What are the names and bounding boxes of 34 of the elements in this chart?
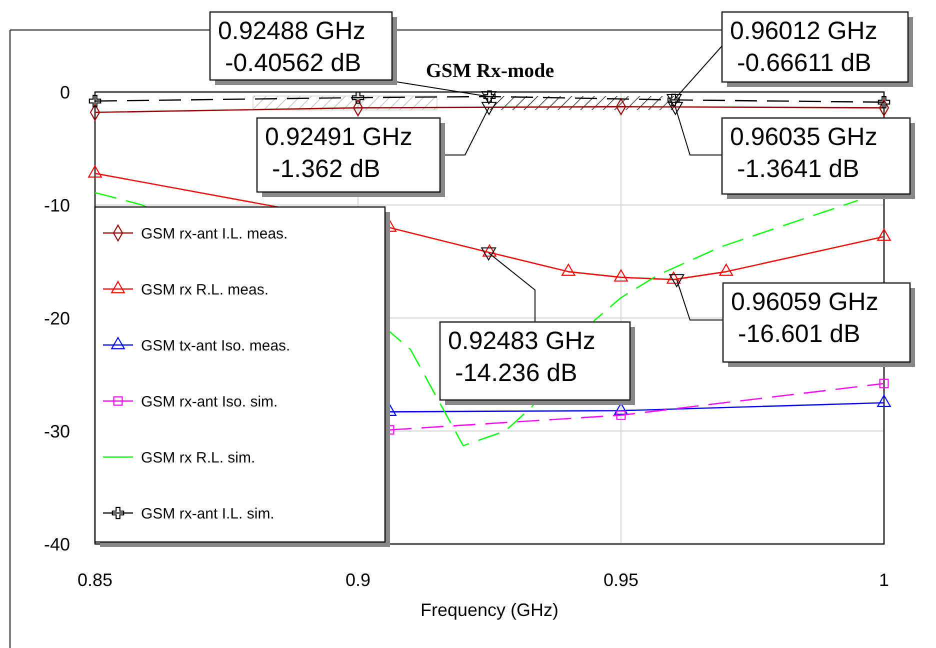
y-tick-label: -10 bbox=[44, 195, 70, 216]
x-tick-label: 1 bbox=[878, 570, 890, 590]
annotation: 0.96059 GHz -16.601 dB bbox=[731, 288, 878, 348]
legend-label: GSM rx-ant Iso. sim. bbox=[141, 393, 278, 410]
y-tick-label: -30 bbox=[44, 421, 70, 442]
annotation: 0.96012 GHz -0.66611 dB bbox=[730, 17, 878, 77]
x-tick-label: 0.85 bbox=[77, 570, 113, 590]
x-tick-label: 0.95 bbox=[603, 570, 639, 590]
y-tick-label: 0 bbox=[60, 82, 70, 102]
point bbox=[482, 244, 496, 257]
y-tick-label: -40 bbox=[44, 534, 70, 554]
point bbox=[877, 228, 891, 241]
annotation: 0.92488 GHz -0.40562 dB bbox=[218, 17, 366, 77]
y-tick-label: -20 bbox=[44, 308, 70, 328]
point bbox=[88, 94, 102, 108]
legend-label: GSM rx R.L. sim. bbox=[141, 449, 256, 466]
annotation: 0.92491 GHz -1.362 dB bbox=[265, 123, 412, 183]
point bbox=[352, 91, 364, 104]
point bbox=[878, 96, 890, 108]
point bbox=[561, 264, 576, 276]
legend-label: GSM tx-ant Iso. meas. bbox=[141, 337, 290, 354]
point bbox=[88, 165, 102, 178]
annotation: 0.96035 GHz -1.3641 dB bbox=[730, 123, 878, 183]
point bbox=[719, 264, 734, 276]
point bbox=[614, 269, 628, 282]
point bbox=[877, 394, 891, 407]
point bbox=[666, 272, 681, 284]
annotation: 0.92483 GHz -14.236 dB bbox=[448, 327, 596, 387]
chart-title: GSM Rx-mode bbox=[426, 60, 554, 82]
legend-label: GSM rx-ant I.L. sim. bbox=[141, 505, 274, 522]
x-tick-label: 0.9 bbox=[345, 570, 371, 590]
legend-label: GSM rx R.L. meas. bbox=[141, 281, 269, 298]
legend-label: GSM rx-ant I.L. meas. bbox=[141, 225, 288, 242]
x-axis-title: Frequency (GHz) bbox=[420, 600, 559, 620]
